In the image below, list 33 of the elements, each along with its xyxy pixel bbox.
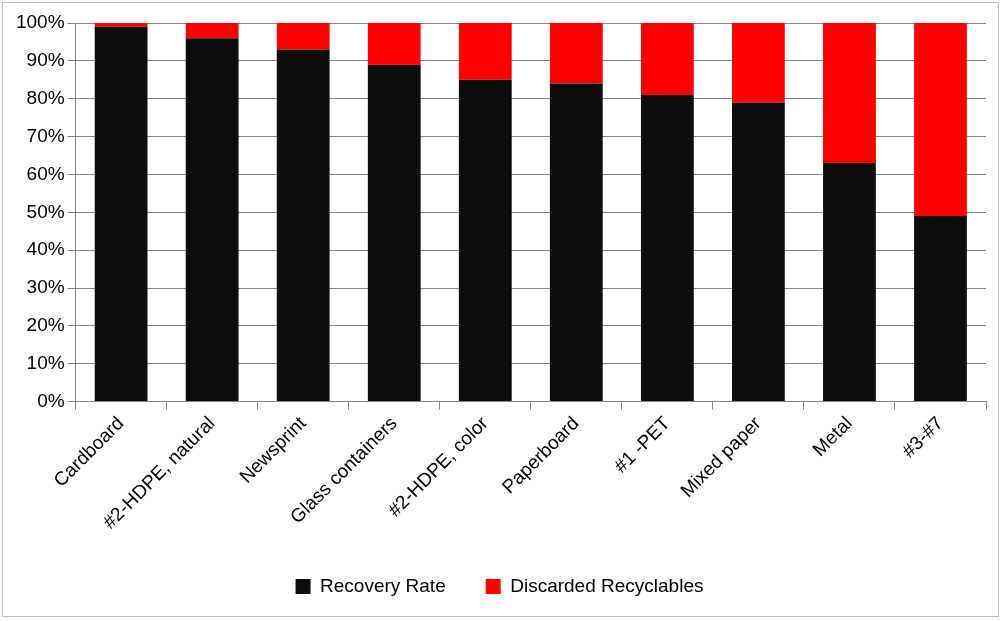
bar	[549, 23, 603, 84]
bar	[458, 23, 512, 80]
bar	[458, 79, 512, 402]
bar	[367, 64, 421, 402]
y-tick-label: 100%	[15, 11, 65, 33]
y-tick-label: 50%	[26, 200, 65, 222]
y-tick-label: 0%	[37, 389, 65, 411]
bar	[549, 83, 603, 402]
bar	[823, 163, 876, 402]
bar	[185, 23, 239, 39]
bar	[640, 94, 694, 402]
bar	[94, 26, 148, 402]
bar	[732, 23, 785, 103]
legend-label: Discarded Recyclables	[510, 574, 704, 596]
y-tick-label: 90%	[26, 49, 65, 71]
y-tick-label: 70%	[26, 124, 65, 146]
bar	[823, 23, 876, 164]
bar	[367, 23, 421, 65]
bar	[185, 38, 239, 402]
legend-label: Recovery Rate	[320, 574, 446, 596]
bar	[640, 23, 694, 95]
y-tick-label: 60%	[26, 162, 65, 184]
bar	[94, 23, 148, 27]
bar	[276, 23, 330, 50]
y-tick-label: 40%	[26, 238, 65, 260]
y-tick-label: 30%	[26, 276, 65, 298]
bar	[732, 102, 785, 402]
y-tick-label: 20%	[26, 314, 65, 336]
bar	[276, 49, 330, 402]
y-tick-label: 80%	[26, 86, 65, 108]
bar	[914, 216, 967, 402]
y-tick-label: 10%	[26, 351, 65, 373]
bar	[914, 23, 967, 217]
